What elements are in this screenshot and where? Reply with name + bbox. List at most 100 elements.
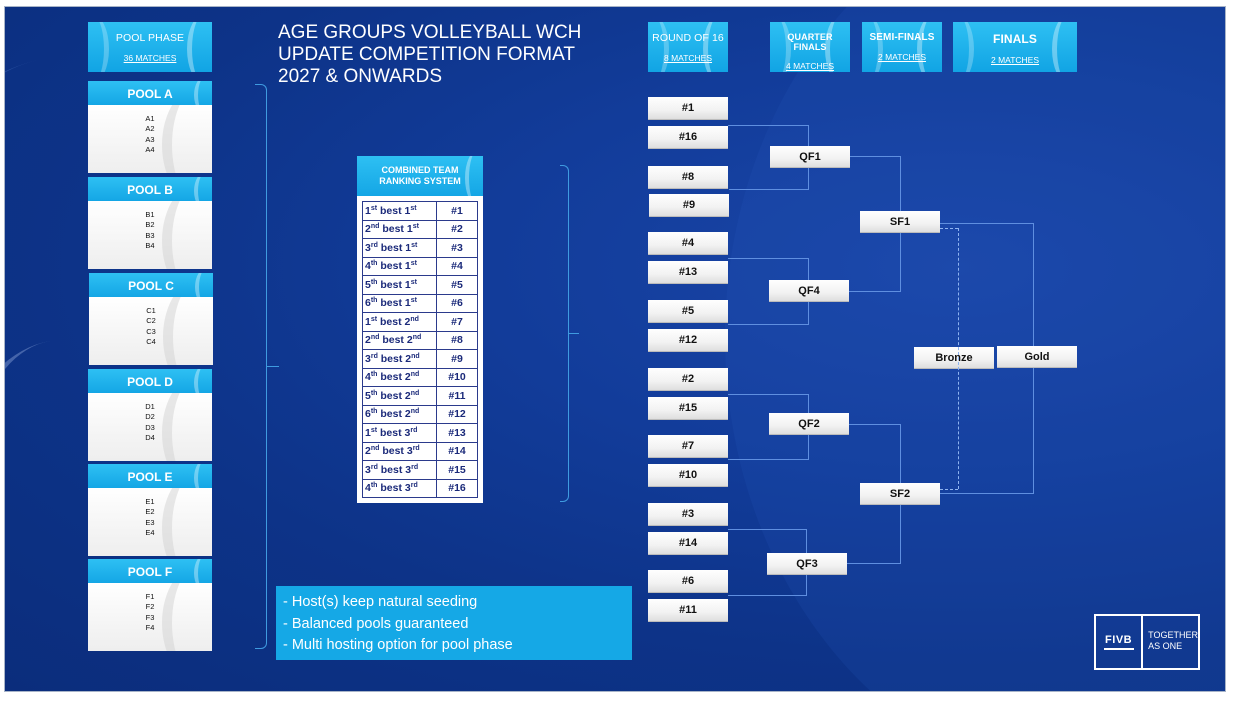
connector-line [849,291,900,292]
phase-label: POOL PHASE [115,32,185,44]
ranking-row: 6th best 2nd #12 [362,404,478,424]
connector-line [940,493,1033,494]
gold-match-box: Gold [997,346,1077,368]
bronze-match-box: Bronze [914,347,994,369]
connector-line [728,459,808,460]
info-line: - Host(s) keep natural seeding [283,594,478,610]
connector-line [900,233,901,292]
ranking-seed: #10 [436,367,478,387]
phase-match-count[interactable]: 8 MATCHES [663,53,713,63]
seed-box: #2 [648,368,728,391]
phase-match-count[interactable]: 2 MATCHES [877,52,927,62]
fivb-logo: FIVB TOGETHER AS ONE [1094,614,1200,670]
ranking-seed: #4 [436,256,478,276]
seed-box: #6 [648,570,728,593]
ranking-label: 6th best 2nd [362,404,437,424]
ranking-row: 2nd best 1st #2 [362,219,478,239]
connector-line [1033,368,1034,494]
sf-box: SF1 [860,211,940,233]
pool-team: F4 [145,622,155,632]
fivb-brand: FIVB [1105,634,1133,646]
connector-line [808,394,809,413]
ranking-seed: #6 [436,293,478,313]
ranking-row: 5th best 2nd #11 [362,386,478,406]
ranking-seed: #5 [436,275,478,295]
phase-header-finals: FINALS 2 MATCHES [953,22,1077,72]
ranking-label: 5th best 1st [362,275,437,295]
ranking-table-header: COMBINED TEAM RANKING SYSTEM [357,156,483,196]
info-box: - Host(s) keep natural seeding - Balance… [276,586,632,660]
seed-box: #10 [648,464,728,487]
phase-match-count[interactable]: 4 MATCHES [785,61,835,71]
ranking-label: 1st best 2nd [362,312,437,332]
ranking-seed: #15 [436,460,478,480]
pool-team: C4 [146,336,156,346]
ranking-label: 4th best 2nd [362,367,437,387]
ranking-seed: #2 [436,219,478,239]
connector-line [728,394,808,395]
ranking-row: 4th best 3rd #16 [362,478,478,498]
connector-line [808,258,809,280]
pool-team: B2 [145,220,155,230]
ranking-seed: #14 [436,441,478,461]
pool-team: A1 [145,114,155,123]
ranking-row: 2nd best 2nd #8 [362,330,478,350]
sf-box: SF2 [860,483,940,505]
pool-team: B1 [145,210,155,219]
connector-line [940,223,1033,224]
phase-label: QUARTER FINALS [787,32,833,52]
seed-box: #3 [648,503,728,526]
connector-line [728,324,808,325]
pool-title: POOL C [89,273,213,297]
connector-line [900,424,901,483]
seed-box: #8 [648,166,728,189]
seed-box: #12 [648,329,728,352]
ranking-seed: #1 [436,201,478,221]
connector-line [728,529,806,530]
phase-header-semi-finals: SEMI-FINALS 2 MATCHES [862,22,942,72]
info-line: - Balanced pools guaranteed [283,615,469,632]
pool-card-d: POOL D D1 D2 D3 D4 [88,369,212,461]
ranking-label: 2nd best 2nd [362,330,437,350]
pool-team: C2 [146,316,156,326]
pool-title: POOL B [88,177,212,201]
pool-title: POOL A [88,81,212,105]
pool-card-b: POOL B B1 B2 B3 B4 [88,177,212,269]
pool-team: B4 [145,240,155,250]
ranking-row: 1st best 1st #1 [362,201,478,221]
connector-line [808,168,809,190]
seed-box: #14 [648,532,728,555]
ranking-grid: 1st best 1st #1 2nd best 1st #2 3rd best 1st… [362,201,478,498]
connector-line [808,302,809,325]
pool-team: E4 [145,527,155,537]
tagline-line: AS ONE [1148,641,1183,651]
qf-box: QF2 [769,413,849,435]
pool-team: C3 [146,326,156,336]
pool-card-a: POOL A A1 A2 A3 A4 [88,81,212,173]
phase-label: ROUND OF 16 [652,32,724,44]
ranking-label: 4th best 1st [362,256,437,276]
ranking-row: 2nd best 3rd #14 [362,441,478,461]
phase-match-count[interactable]: 2 MATCHES [990,55,1040,65]
ranking-seed: #11 [436,386,478,406]
pool-team: A2 [145,124,155,134]
ranking-label: 3rd best 1st [362,238,437,258]
connector-line [728,125,808,126]
ranking-row: 4th best 1st #4 [362,256,478,276]
phase-match-count[interactable]: 36 MATCHES [123,53,177,63]
ranking-label: 3rd best 2nd [362,349,437,369]
ranking-label: 1st best 3rd [362,423,437,443]
connector-line [849,424,900,425]
ranking-label: 2nd best 3rd [362,441,437,461]
seed-box: #15 [648,397,728,420]
pool-group-bracket-tick [267,366,279,367]
ranking-header-line: COMBINED TEAM [381,165,459,175]
connector-line [806,575,807,596]
phase-header-round-of-16: ROUND OF 16 8 MATCHES [648,22,728,72]
connector-line [806,529,807,553]
ranking-row: 4th best 2nd #10 [362,367,478,387]
qf-box: QF1 [770,146,850,168]
dashed-connector-line [940,228,958,229]
phase-label: FINALS [993,32,1037,46]
connector-line [728,258,808,259]
